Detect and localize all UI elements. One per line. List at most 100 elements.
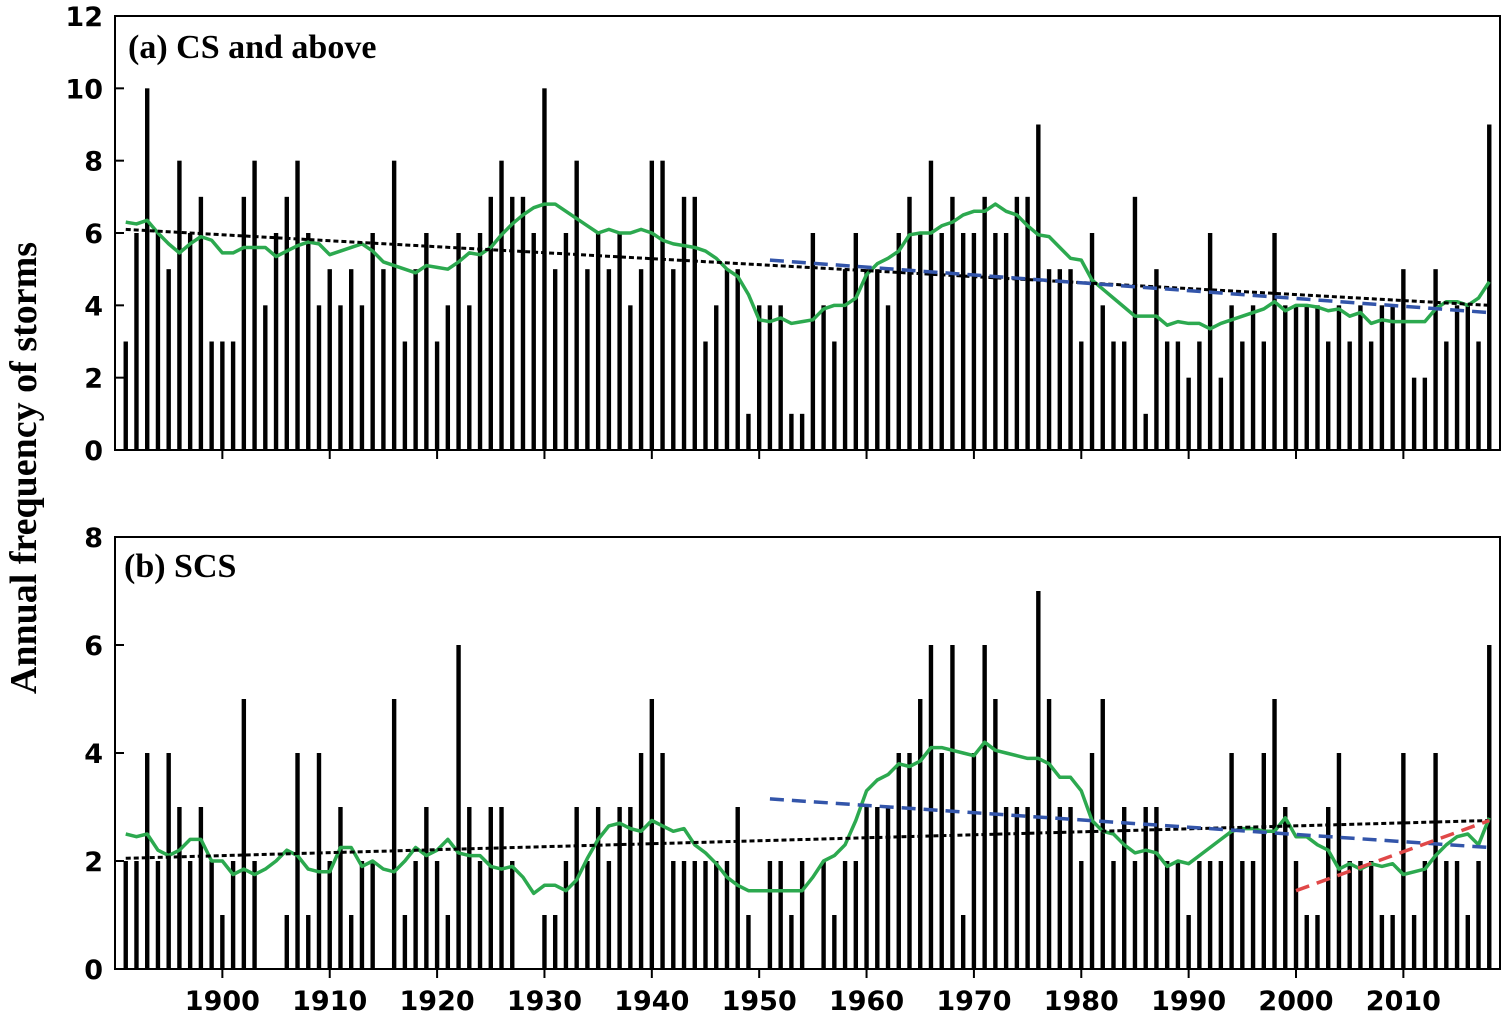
bar-1896 <box>177 807 182 969</box>
bar-2018 <box>1487 124 1492 450</box>
bar-1961 <box>875 269 880 450</box>
y-tick-label-2: 2 <box>84 847 103 878</box>
bar-1910 <box>327 861 332 969</box>
bar-1937 <box>617 233 622 450</box>
bar-1968 <box>950 196 955 450</box>
bar-1993 <box>1218 377 1224 450</box>
series-linear-trend-1951-2018 <box>769 797 1490 850</box>
x-tick-label-1950: 1950 <box>722 986 797 1016</box>
bar-1987 <box>1154 807 1159 969</box>
bar-1951 <box>767 861 773 969</box>
y-tick-label-0: 0 <box>84 436 103 467</box>
bar-1987 <box>1154 269 1159 450</box>
bar-1949 <box>746 413 751 450</box>
panel-a-cs-and-above: 0 2 4 6 8 10 12 (a) CS and above <box>65 2 1501 467</box>
bar-2000 <box>1293 861 1299 969</box>
bar-1927 <box>510 861 515 969</box>
bar-1943 <box>681 861 687 969</box>
bar-1970 <box>971 753 977 969</box>
bar-1906 <box>284 915 289 969</box>
bar-2005 <box>1347 861 1352 969</box>
series-linear-trend-1951-2018 <box>769 258 1490 315</box>
bar-1979 <box>1068 807 1073 969</box>
bar-1905 <box>273 233 279 450</box>
bar-1932 <box>563 861 569 969</box>
bar-2004 <box>1336 305 1342 450</box>
bar-1901 <box>230 861 236 969</box>
x-tick-label-1960: 1960 <box>829 986 904 1016</box>
bar-1926 <box>499 807 504 969</box>
bar-1971 <box>982 645 987 969</box>
bar-2016 <box>1465 915 1470 969</box>
bar-1960 <box>864 807 869 969</box>
bar-1995 <box>1240 341 1245 450</box>
x-tick-label-1940: 1940 <box>614 986 689 1016</box>
bar-1990 <box>1186 915 1191 969</box>
panel-b-x-axis: 1900 1910 1920 1930 1940 1950 1960 1970 1980 1990… <box>185 969 1441 1016</box>
bar-1938 <box>628 305 633 450</box>
bar-1932 <box>563 233 569 450</box>
bar-1899 <box>209 341 214 450</box>
bar-1985 <box>1132 861 1138 969</box>
bar-1920 <box>434 341 440 450</box>
bar-1906 <box>284 196 289 450</box>
bar-2002 <box>1315 915 1320 969</box>
bar-2004 <box>1336 753 1342 969</box>
bar-1972 <box>993 233 998 450</box>
bar-1953 <box>789 915 794 969</box>
bar-1945 <box>703 861 708 969</box>
bar-2014 <box>1444 861 1449 969</box>
y-tick-label-6: 6 <box>84 631 103 662</box>
bar-1895 <box>166 269 171 450</box>
y-axis-title: Annual frequency of storms <box>3 242 45 694</box>
bar-1894 <box>155 861 161 969</box>
panel-a-x-axis <box>221 450 1405 459</box>
bar-1976 <box>1036 591 1041 969</box>
x-tick-label-1980: 1980 <box>1044 986 1119 1016</box>
bar-1926 <box>499 160 504 451</box>
bar-1975 <box>1025 807 1030 969</box>
bar-1950 <box>756 305 762 450</box>
y-tick-label-2: 2 <box>84 364 103 395</box>
bar-2018 <box>1487 645 1492 969</box>
bar-1915 <box>381 269 386 450</box>
bar-1962 <box>885 807 891 969</box>
bar-1924 <box>477 233 483 450</box>
bar-2010 <box>1401 753 1406 969</box>
bar-1935 <box>595 233 601 450</box>
bar-1986 <box>1143 807 1148 969</box>
bar-1966 <box>928 160 934 451</box>
bar-1944 <box>692 196 697 450</box>
bar-1971 <box>982 196 987 450</box>
bar-1967 <box>939 753 944 969</box>
series-linear-trend-1891-2018 <box>125 819 1490 860</box>
bar-1895 <box>166 753 171 969</box>
bar-1983 <box>1111 861 1116 969</box>
bar-1914 <box>370 233 375 450</box>
bar-1963 <box>896 233 901 450</box>
panel-a-frame <box>114 15 1501 451</box>
panel-b-bars <box>123 591 1492 969</box>
bar-1964 <box>907 196 912 450</box>
panel-a-bars <box>123 88 1492 451</box>
bar-2010 <box>1401 269 1406 450</box>
bar-1947 <box>724 269 730 450</box>
x-tick-label-1910: 1910 <box>292 986 367 1016</box>
bar-2000 <box>1293 305 1299 450</box>
bar-1991 <box>1197 341 1202 450</box>
bar-1942 <box>671 861 676 969</box>
bar-2011 <box>1411 377 1417 450</box>
bar-2009 <box>1390 915 1395 969</box>
bar-2008 <box>1379 305 1385 450</box>
bar-1902 <box>241 699 247 969</box>
bar-1982 <box>1100 699 1105 969</box>
bar-1994 <box>1229 305 1234 450</box>
panel-b-title: (b) SCS <box>124 548 236 585</box>
bar-2014 <box>1444 341 1449 450</box>
bar-2012 <box>1422 861 1428 969</box>
bar-1979 <box>1068 269 1073 450</box>
y-tick-label-4: 4 <box>84 739 103 770</box>
bar-1937 <box>617 807 622 969</box>
y-tick-label-12: 12 <box>65 2 103 33</box>
